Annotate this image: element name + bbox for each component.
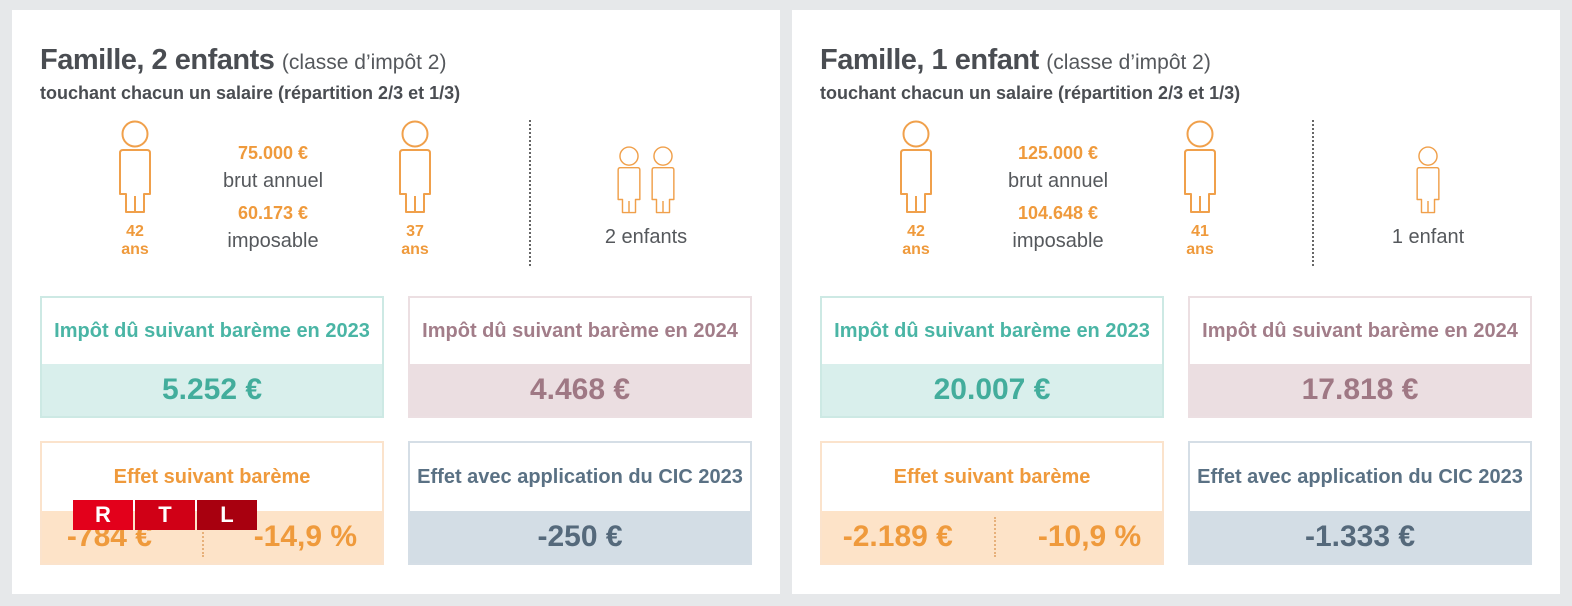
- rtl-logo-r: R: [73, 500, 133, 530]
- children-label: 2 enfants: [604, 226, 688, 248]
- panel-title: Famille, 2 enfants (classe d’impôt 2): [40, 44, 447, 76]
- panel-subtitle: touchant chacun un salaire (répartition …: [40, 83, 461, 103]
- adult-icon: [1184, 120, 1216, 213]
- tax-2023-box: Impôt dû suivant barème en 2023 20.007 €: [820, 296, 1164, 418]
- tax-2024-box: Impôt dû suivant barème en 2024 4.468 €: [408, 296, 752, 418]
- cic-effect-box: Effet avec application du CIC 2023 -250 €: [408, 441, 752, 565]
- adult2-age: 37 ans: [401, 223, 429, 258]
- adult-icon: [900, 120, 932, 213]
- rtl-logo: R T L: [73, 500, 257, 530]
- children-label: 1 enfant: [1391, 226, 1465, 248]
- panel-title: Famille, 1 enfant (classe d’impôt 2): [820, 44, 1211, 76]
- children-icons: [566, 146, 726, 214]
- tax-2023-box: Impôt dû suivant barème en 2023 5.252 €: [40, 296, 384, 418]
- salary-info: 75.000 € brut annuel 60.173 € imposable: [222, 143, 324, 252]
- panel-family-2-children: Famille, 2 enfants (classe d’impôt 2) to…: [12, 10, 780, 594]
- child-icon: [651, 146, 675, 214]
- child-icon: [1416, 146, 1440, 214]
- salary-info: 125.000 € brut annuel 104.648 € imposable: [1007, 143, 1109, 252]
- rtl-logo-t: T: [135, 500, 195, 530]
- panel-subtitle: touchant chacun un salaire (répartition …: [820, 83, 1241, 103]
- effect-box: Effet suivant barème -784 € -14,9 %: [40, 441, 384, 565]
- dotted-divider: [529, 120, 531, 266]
- rtl-logo-l: L: [197, 500, 257, 530]
- adult1-age: 42 ans: [121, 223, 149, 258]
- adult-icon: [119, 120, 151, 213]
- adult2-age: 41 ans: [1186, 223, 1214, 258]
- adult1-age: 42 ans: [902, 223, 930, 258]
- adult-icon: [399, 120, 431, 213]
- panel-family-1-child: Famille, 1 enfant (classe d’impôt 2) tou…: [792, 10, 1560, 594]
- tax-2024-box: Impôt dû suivant barème en 2024 17.818 €: [1188, 296, 1532, 418]
- effect-box: Effet suivant barème -2.189 € -10,9 %: [820, 441, 1164, 565]
- children-icons: [1348, 146, 1508, 214]
- dotted-divider: [1312, 120, 1314, 266]
- cic-effect-box: Effet avec application du CIC 2023 -1.333…: [1188, 441, 1532, 565]
- child-icon: [617, 146, 641, 214]
